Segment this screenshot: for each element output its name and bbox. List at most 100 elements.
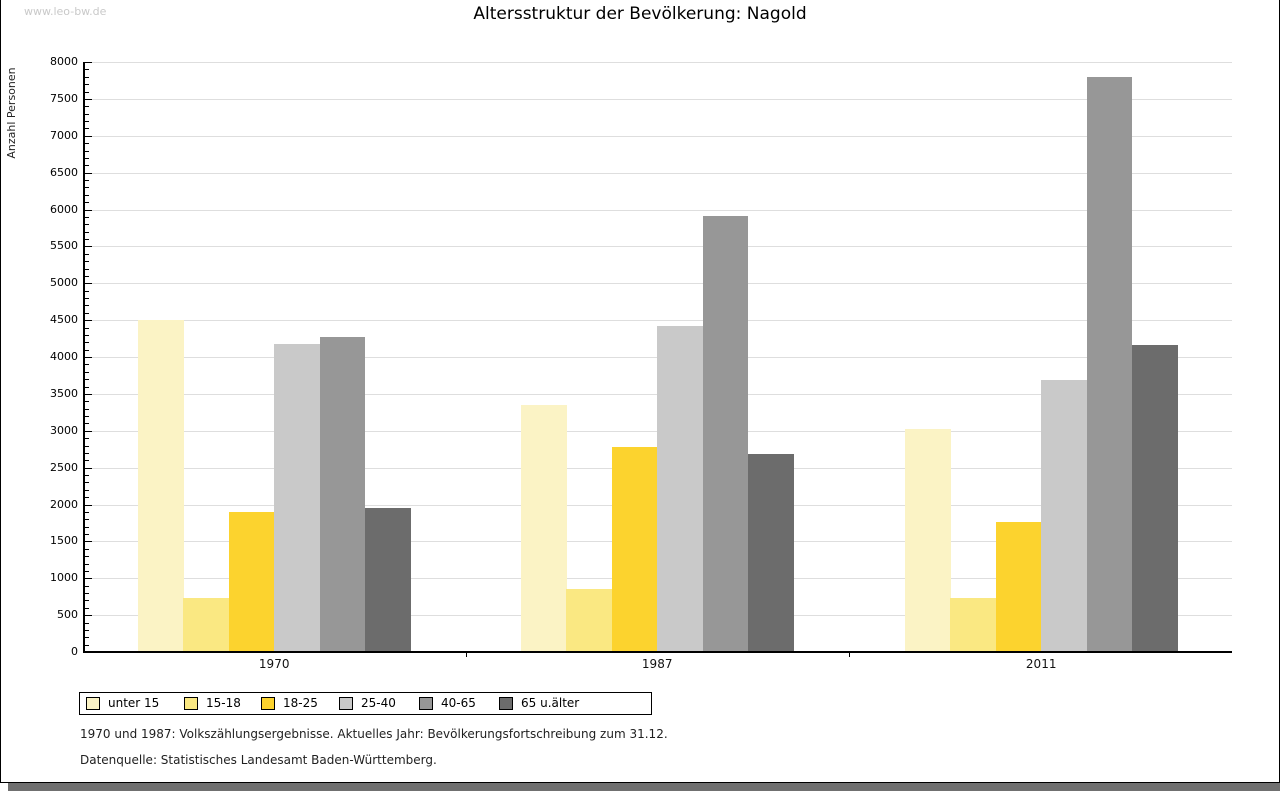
- y-tick-minor: [85, 305, 89, 307]
- y-tick-minor: [85, 593, 89, 594]
- y-tick-minor: [85, 489, 89, 491]
- y-tick-minor: [85, 452, 89, 454]
- legend-item-label: unter 15: [108, 696, 160, 710]
- legend-swatch: [339, 697, 353, 710]
- bar: [702, 216, 749, 652]
- y-tick-minor: [85, 202, 89, 204]
- y-tick-minor: [85, 585, 89, 587]
- y-tick-minor: [85, 84, 89, 86]
- y-tick-major: [85, 320, 92, 322]
- bar: [183, 598, 230, 652]
- y-tick-minor: [85, 239, 89, 240]
- y-tick-minor: [85, 622, 89, 624]
- y-tick-major: [85, 504, 92, 506]
- y-tick-minor: [85, 268, 89, 270]
- legend-item-label: 15-18: [206, 696, 241, 710]
- bar: [566, 589, 613, 652]
- bottom-shadow: [8, 783, 1280, 791]
- y-tick-major: [85, 541, 92, 543]
- y-tick-minor: [85, 165, 89, 167]
- y-tick-minor: [85, 548, 89, 550]
- y-tick-major: [85, 98, 92, 100]
- bar: [950, 598, 997, 652]
- y-tick-label: 7000: [50, 128, 78, 142]
- footnote-data-source: Datenquelle: Statistisches Landesamt Bad…: [80, 753, 437, 767]
- y-tick-label: 8000: [50, 55, 78, 68]
- y-tick-minor: [85, 408, 89, 410]
- y-tick-label: 4500: [50, 313, 78, 327]
- y-tick-minor: [85, 157, 89, 159]
- y-tick-label: 2000: [50, 497, 78, 511]
- y-tick-label: 1000: [50, 571, 78, 585]
- y-tick-minor: [85, 475, 89, 476]
- legend-swatch: [184, 697, 198, 710]
- y-tick-minor: [85, 76, 89, 78]
- y-tick-minor: [85, 526, 89, 528]
- y-axis-line: [83, 62, 85, 653]
- y-tick-minor: [85, 69, 89, 71]
- x-tick: [466, 653, 467, 657]
- y-tick-label: 2500: [50, 460, 78, 474]
- gridline: [85, 209, 1232, 211]
- y-tick-minor: [85, 445, 89, 447]
- y-tick-label: 4000: [50, 350, 78, 363]
- gridline: [85, 135, 1232, 137]
- bar: [138, 320, 184, 652]
- y-tick-minor: [85, 482, 89, 484]
- y-tick-minor: [85, 607, 89, 609]
- y-tick-label: 6000: [50, 202, 78, 216]
- chart-title: Altersstruktur der Bevölkerung: Nagold: [473, 4, 807, 24]
- gridline: [85, 62, 1232, 63]
- y-tick-minor: [85, 497, 89, 499]
- bar: [1086, 76, 1133, 652]
- y-tick-label: 3000: [50, 423, 78, 437]
- y-tick-minor: [85, 364, 89, 366]
- watermark: www.leo-bw.de: [24, 5, 107, 18]
- legend-item-label: 40-65: [441, 696, 476, 710]
- y-tick-minor: [85, 128, 89, 130]
- gridline: [85, 283, 1232, 285]
- bar: [274, 343, 321, 652]
- y-tick-label: 7500: [50, 91, 78, 105]
- gridline: [85, 98, 1232, 100]
- y-tick-minor: [85, 644, 89, 646]
- y-tick-minor: [85, 312, 89, 314]
- y-tick-major: [85, 62, 92, 63]
- y-tick-minor: [85, 556, 89, 558]
- bar: [1132, 345, 1178, 652]
- y-tick-minor: [85, 460, 89, 462]
- y-tick-major: [85, 172, 92, 174]
- y-tick-minor: [85, 570, 89, 572]
- y-tick-major: [85, 135, 92, 137]
- bar: [521, 404, 567, 652]
- y-tick-minor: [85, 224, 89, 226]
- y-tick-minor: [85, 327, 89, 329]
- y-tick-minor: [85, 379, 89, 381]
- y-tick-minor: [85, 416, 89, 417]
- y-tick-minor: [85, 180, 89, 181]
- bar: [1041, 379, 1088, 652]
- y-tick-minor: [85, 511, 89, 513]
- y-tick-major: [85, 357, 92, 358]
- legend-item-label: 65 u.älter: [521, 696, 580, 710]
- x-category-label: 1987: [641, 657, 673, 671]
- y-tick-label: 0: [71, 645, 78, 658]
- y-tick-minor: [85, 386, 89, 388]
- y-tick-minor: [85, 563, 89, 565]
- legend: unter 15 15-18 18-25 25-40 40-65 65 u.älter: [79, 692, 652, 715]
- y-tick-label: 6500: [50, 165, 78, 179]
- y-tick-label: 500: [57, 608, 78, 622]
- x-category-label: 1970: [258, 657, 290, 671]
- y-axis-label: Anzahl Personen: [5, 67, 18, 159]
- y-tick-minor: [85, 401, 89, 403]
- y-tick-minor: [85, 113, 89, 115]
- y-tick-minor: [85, 534, 89, 535]
- y-tick-minor: [85, 106, 89, 108]
- y-tick-minor: [85, 253, 89, 255]
- y-tick-label: 5000: [50, 276, 78, 290]
- bar: [365, 508, 411, 652]
- legend-swatch: [499, 697, 513, 710]
- y-tick-minor: [85, 121, 89, 122]
- bar: [228, 511, 275, 652]
- y-tick-minor: [85, 275, 89, 277]
